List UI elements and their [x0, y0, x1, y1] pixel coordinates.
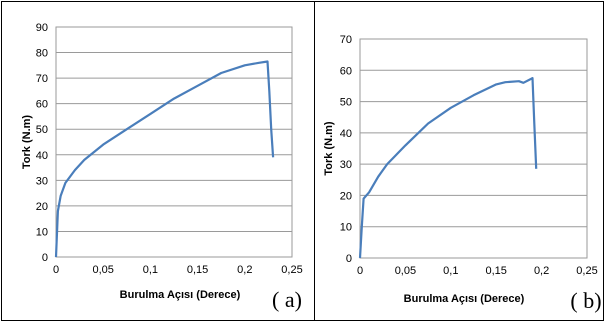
- chart-a-x-tick-label: 0,1: [143, 264, 158, 276]
- chart-b-y-tick-label: 50: [340, 97, 352, 109]
- chart-b-y-tick-label: 10: [340, 222, 352, 234]
- chart-b-x-tick-label: 0,2: [534, 265, 549, 277]
- chart-b-y-tick-label: 0: [346, 253, 352, 265]
- chart-a-y-tick-label: 20: [36, 201, 48, 213]
- chart-b-x-tick-label: 0,1: [443, 265, 458, 277]
- chart-a-y-axis-label: Tork (N.m): [21, 115, 33, 170]
- chart-b-x-tick-label: 0: [357, 265, 363, 277]
- chart-a-x-tick-label: 0,15: [187, 264, 208, 276]
- chart-a-x-axis-label: Burulma Açısı (Derece): [120, 289, 241, 301]
- chart-b-y-tick-label: 70: [340, 34, 352, 46]
- chart-a-y-tick-label: 0: [42, 252, 48, 264]
- chart-b-x-axis-label: Burulma Açısı (Derece): [404, 293, 525, 305]
- chart-b-y-tick-label: 20: [340, 190, 352, 202]
- chart-b-y-tick-label: 60: [340, 65, 352, 77]
- chart-a-y-tick-label: 70: [36, 73, 48, 85]
- chart-b-x-tick-label: 0,25: [576, 265, 597, 277]
- chart-a-y-tick-label: 10: [36, 226, 48, 238]
- chart-a-y-tick-label: 80: [36, 48, 48, 60]
- chart-b: 0 10 20 30 40 50 60 70 0 0,05 0,1 0,15 0,2 0,25 Tork (…: [323, 34, 602, 313]
- chart-b-plot-area: [359, 38, 588, 259]
- chart-b-y-tick-label: 40: [340, 128, 352, 140]
- chart-a-series-line: [54, 60, 275, 258]
- chart-a-y-tick-label: 30: [36, 175, 48, 187]
- chart-a: 0 10 20 30 40 50 60 70 80 90 0 0,05 0,1 0,15 0,2 0,25 To…: [21, 22, 303, 312]
- chart-b-series-line: [358, 76, 538, 259]
- chart-a-x-tick-label: 0,25: [281, 264, 302, 276]
- chart-a-y-tick-label: 90: [36, 22, 48, 34]
- chart-b-panel-label: ( b): [570, 288, 601, 313]
- chart-a-x-tick-label: 0: [53, 264, 59, 276]
- chart-b-x-tick-label: 0,05: [395, 265, 416, 277]
- chart-a-x-tick-label: 0,05: [92, 264, 113, 276]
- chart-a-y-tick-label: 50: [36, 124, 48, 136]
- chart-a-x-tick-label: 0,2: [237, 264, 252, 276]
- chart-b-x-tick-label: 0,15: [485, 265, 506, 277]
- chart-a-y-tick-label: 40: [36, 150, 48, 162]
- chart-a-y-tick-label: 60: [36, 99, 48, 111]
- chart-b-y-axis-label: Tork (N.m): [323, 121, 335, 176]
- chart-a-plot-area: [55, 26, 293, 258]
- chart-a-panel-label: ( a): [272, 287, 302, 312]
- panel-divider: [314, 1, 315, 321]
- chart-b-y-tick-label: 30: [340, 159, 352, 171]
